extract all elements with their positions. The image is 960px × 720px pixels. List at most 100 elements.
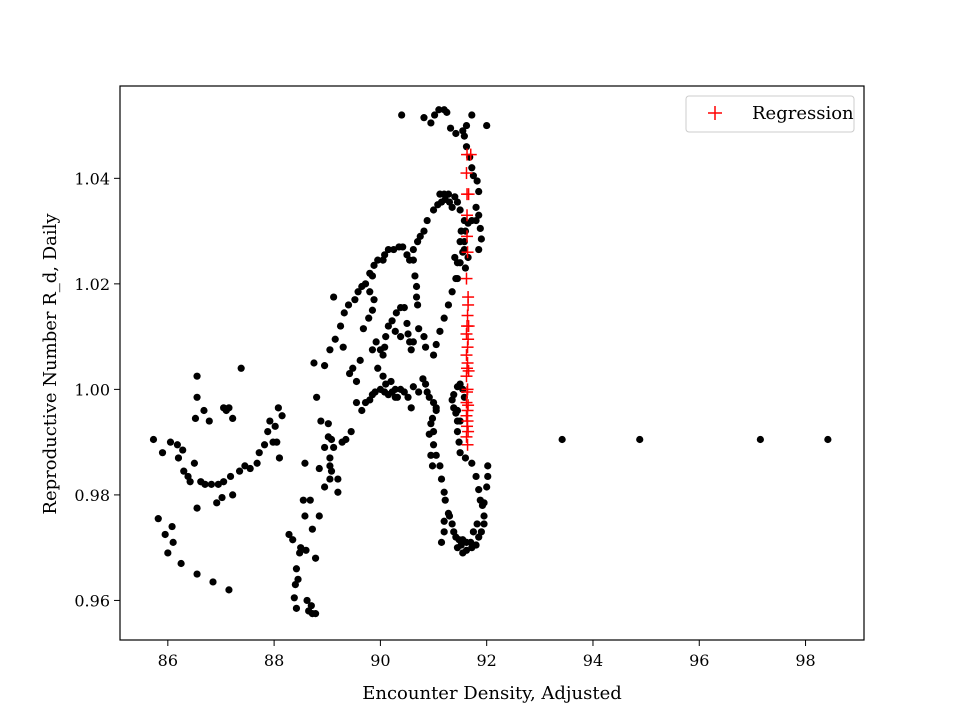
data-point xyxy=(154,515,162,523)
data-point xyxy=(344,301,353,309)
data-point xyxy=(420,227,428,235)
data-point xyxy=(193,504,201,512)
data-point xyxy=(432,340,440,349)
data-point xyxy=(200,406,208,415)
data-point xyxy=(440,106,448,114)
data-point xyxy=(440,517,448,525)
regression-point xyxy=(461,341,474,354)
data-point xyxy=(404,330,412,338)
data-point xyxy=(351,296,359,304)
data-point xyxy=(207,480,216,488)
data-point xyxy=(292,604,301,612)
data-point xyxy=(473,520,481,528)
data-point xyxy=(431,111,439,119)
data-point xyxy=(356,356,364,364)
data-point xyxy=(453,274,462,283)
data-point xyxy=(326,454,334,462)
data-point xyxy=(303,596,311,605)
data-point xyxy=(436,462,444,470)
data-point xyxy=(297,544,305,552)
data-point xyxy=(209,578,217,586)
data-point xyxy=(374,256,382,264)
data-point xyxy=(237,364,245,372)
data-point xyxy=(299,496,307,504)
data-point xyxy=(412,293,421,301)
data-point xyxy=(462,121,471,130)
data-point xyxy=(382,380,390,388)
data-point xyxy=(311,554,320,562)
data-point xyxy=(437,538,446,546)
data-point xyxy=(191,414,200,422)
data-point xyxy=(461,454,470,462)
data-point xyxy=(448,203,456,211)
regression-point xyxy=(461,420,474,433)
data-point xyxy=(326,475,334,483)
data-point xyxy=(456,238,464,246)
data-point xyxy=(409,245,417,254)
data-point xyxy=(315,464,323,473)
plot-background xyxy=(120,86,864,640)
data-point xyxy=(450,391,458,399)
data-point xyxy=(448,520,456,528)
data-point xyxy=(241,462,249,470)
data-point xyxy=(469,172,477,180)
data-point xyxy=(393,393,402,401)
data-point xyxy=(229,491,237,499)
data-point xyxy=(177,559,185,568)
data-point xyxy=(260,441,269,449)
data-point xyxy=(271,422,279,430)
regression-point xyxy=(460,370,473,383)
data-point xyxy=(423,216,431,225)
regression-point xyxy=(460,396,473,409)
data-point xyxy=(347,427,355,436)
data-point xyxy=(168,522,176,531)
data-point xyxy=(480,520,488,528)
data-point xyxy=(366,288,374,296)
data-point xyxy=(429,427,438,436)
data-point xyxy=(462,143,471,151)
data-point xyxy=(302,546,310,554)
legend-marker-regression xyxy=(708,106,722,120)
data-point xyxy=(429,351,438,359)
data-point xyxy=(381,251,389,259)
data-point xyxy=(225,586,233,594)
data-point xyxy=(331,335,339,343)
data-point xyxy=(381,343,389,351)
data-point xyxy=(390,245,398,254)
data-point xyxy=(278,412,286,420)
data-point xyxy=(368,346,377,354)
data-point xyxy=(440,488,448,496)
data-point xyxy=(315,512,323,520)
data-point xyxy=(324,420,332,428)
data-point xyxy=(475,486,483,494)
data-point xyxy=(336,322,345,330)
data-point xyxy=(428,462,437,470)
data-point xyxy=(361,280,370,288)
data-point xyxy=(275,454,284,462)
data-point xyxy=(446,124,455,132)
data-point xyxy=(399,243,407,251)
data-point xyxy=(253,459,261,467)
data-point xyxy=(475,533,483,541)
data-point xyxy=(379,372,387,380)
data-point xyxy=(409,256,417,264)
data-point xyxy=(456,449,464,457)
data-point xyxy=(352,377,361,386)
data-point xyxy=(269,438,277,446)
data-point xyxy=(340,309,348,317)
data-point xyxy=(420,114,428,122)
x-axis-label: Encounter Density, Adjusted xyxy=(362,683,622,704)
data-point xyxy=(352,398,361,407)
data-point xyxy=(201,480,209,488)
data-point xyxy=(429,206,438,214)
data-point xyxy=(476,224,484,233)
data-point xyxy=(457,541,465,549)
data-point xyxy=(477,235,485,243)
data-point xyxy=(334,488,342,496)
x-tick-label: 90 xyxy=(370,651,390,670)
data-point xyxy=(229,414,237,422)
regression-point xyxy=(460,430,473,443)
data-point xyxy=(391,385,399,393)
data-point xyxy=(472,203,480,211)
